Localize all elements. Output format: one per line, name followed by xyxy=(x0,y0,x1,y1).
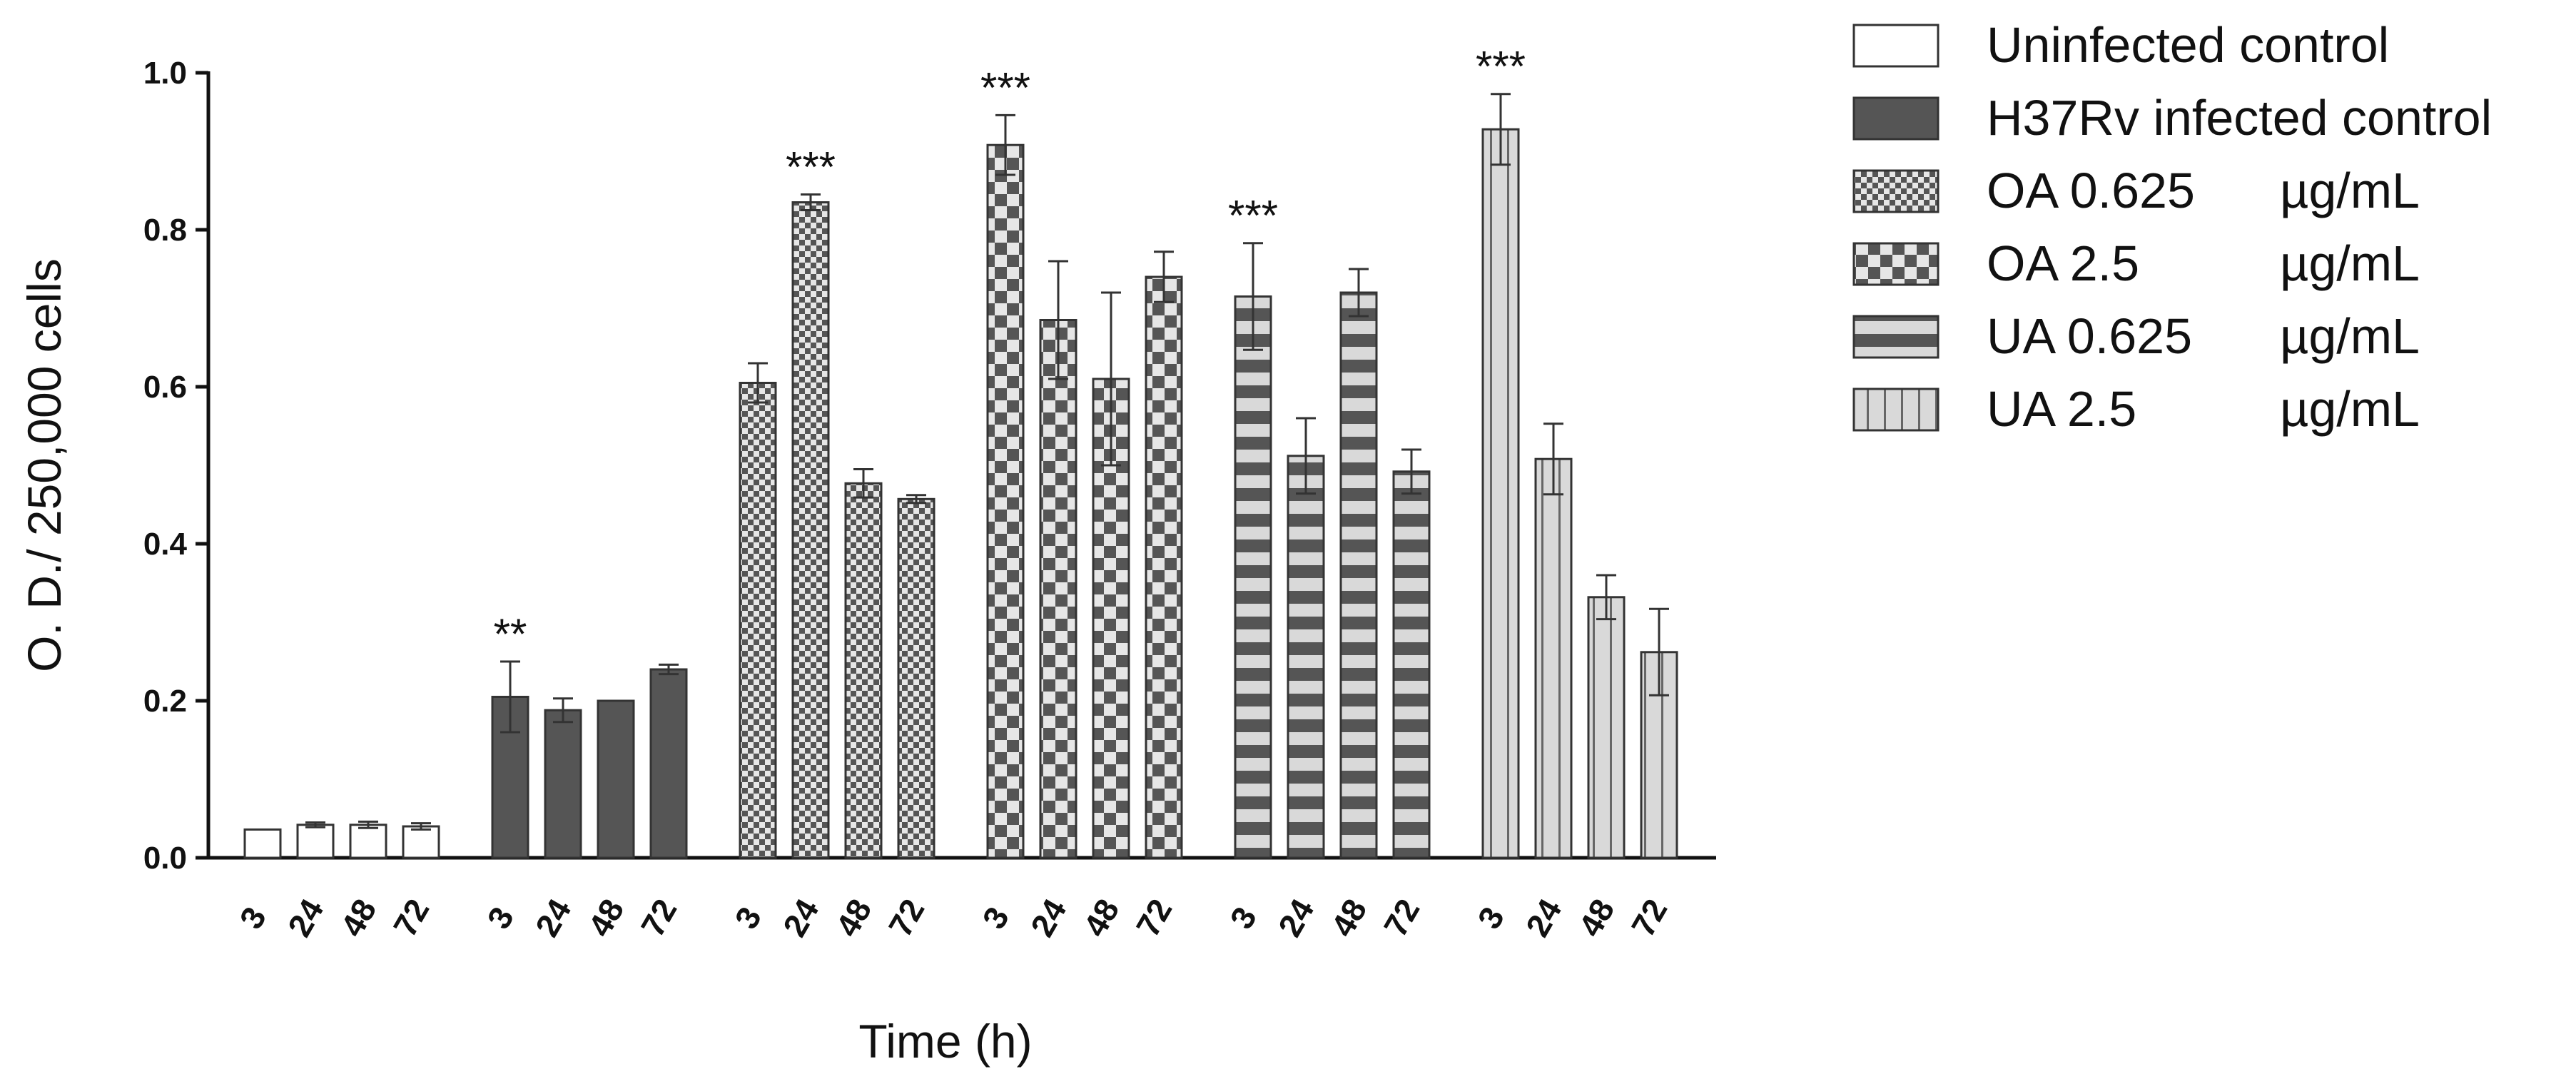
legend-swatch xyxy=(1852,315,1939,359)
legend-label-unit: µg/mL xyxy=(2280,235,2420,291)
x-tick-label: 24 xyxy=(280,892,331,943)
legend-label-unit: µg/mL xyxy=(2280,381,2420,437)
significance-marker: *** xyxy=(786,143,836,191)
x-tick-label: 24 xyxy=(1518,892,1569,943)
bar xyxy=(402,825,440,859)
axes-layer xyxy=(196,71,1716,860)
bar xyxy=(1392,470,1431,859)
bar xyxy=(1481,128,1520,859)
x-tick-label: 72 xyxy=(634,893,684,943)
significance-marker: *** xyxy=(1476,43,1526,91)
legend-label-unit: µg/mL xyxy=(2280,163,2420,218)
bar xyxy=(1234,295,1272,859)
x-axis-title: Time (h) xyxy=(858,1015,1032,1068)
legend-swatch xyxy=(1852,169,1939,213)
bar xyxy=(1587,596,1626,859)
x-tick-label: 48 xyxy=(1571,893,1622,943)
legend-label-unit: µg/mL xyxy=(2280,308,2420,364)
y-tick-label: 0.8 xyxy=(143,213,187,248)
x-tick-label: 48 xyxy=(1324,893,1374,943)
bar xyxy=(243,828,282,859)
legend-swatch xyxy=(1852,387,1939,432)
bar xyxy=(1287,455,1325,859)
bar xyxy=(349,824,387,859)
significance-marker: *** xyxy=(980,64,1030,111)
significance-marker: ** xyxy=(494,610,527,658)
x-tick-label: 3 xyxy=(1222,901,1264,935)
x-tick-label: 3 xyxy=(232,901,273,935)
bar xyxy=(649,668,688,859)
x-tick-label: 3 xyxy=(727,901,769,935)
legend: Uninfected control H37Rv infected control… xyxy=(1852,17,2492,437)
bar xyxy=(1039,319,1077,859)
x-tick-label: 24 xyxy=(776,892,826,943)
x-tick-label: 48 xyxy=(828,893,879,943)
legend-swatch xyxy=(1852,96,1939,141)
x-tick-label: 72 xyxy=(1129,893,1180,943)
x-tick-label: 72 xyxy=(1624,893,1675,943)
bar xyxy=(296,824,335,859)
bar xyxy=(986,143,1025,859)
legend-label: H37Rv infected control xyxy=(1987,90,2492,146)
legend-label: UA 0.625 xyxy=(1987,308,2192,364)
bar xyxy=(739,382,777,859)
x-tick-label: 72 xyxy=(386,893,437,943)
bar xyxy=(791,201,830,859)
x-tick-label: 24 xyxy=(528,892,579,943)
bar xyxy=(897,497,935,859)
bars-layer xyxy=(243,93,1678,859)
y-tick-label: 0.6 xyxy=(143,370,187,405)
x-tick-label: 48 xyxy=(581,893,632,943)
bar xyxy=(1534,457,1573,859)
x-tick-label: 48 xyxy=(1076,893,1127,943)
significance-marker: *** xyxy=(1228,192,1278,240)
legend-swatch xyxy=(1852,24,1939,68)
x-tick-label: 24 xyxy=(1271,892,1322,943)
bar xyxy=(1339,291,1378,859)
y-tick-label: 1.0 xyxy=(143,56,187,91)
legend-label: UA 2.5 xyxy=(1987,381,2136,437)
y-axis-title: O. D./ 250,000 cells xyxy=(18,258,71,672)
legend-label: OA 2.5 xyxy=(1987,235,2139,291)
legend-swatch xyxy=(1852,242,1939,286)
y-tick-label: 0.0 xyxy=(143,841,187,876)
y-tick-label: 0.4 xyxy=(143,527,188,562)
x-tick-label: 48 xyxy=(333,893,384,943)
legend-label: OA 0.625 xyxy=(1987,163,2195,218)
bar xyxy=(1145,275,1183,859)
legend-label: Uninfected control xyxy=(1987,17,2389,73)
bar xyxy=(544,709,582,859)
x-tick-label: 3 xyxy=(1470,901,1511,935)
x-tick-label: 3 xyxy=(480,901,521,935)
y-tick-label: 0.2 xyxy=(143,684,187,719)
x-tick-label: 72 xyxy=(881,893,932,943)
bar xyxy=(597,699,635,859)
x-tick-label: 72 xyxy=(1376,893,1427,943)
x-tick-label: 24 xyxy=(1023,892,1074,943)
x-tick-label: 3 xyxy=(975,901,1016,935)
bar xyxy=(844,482,883,859)
